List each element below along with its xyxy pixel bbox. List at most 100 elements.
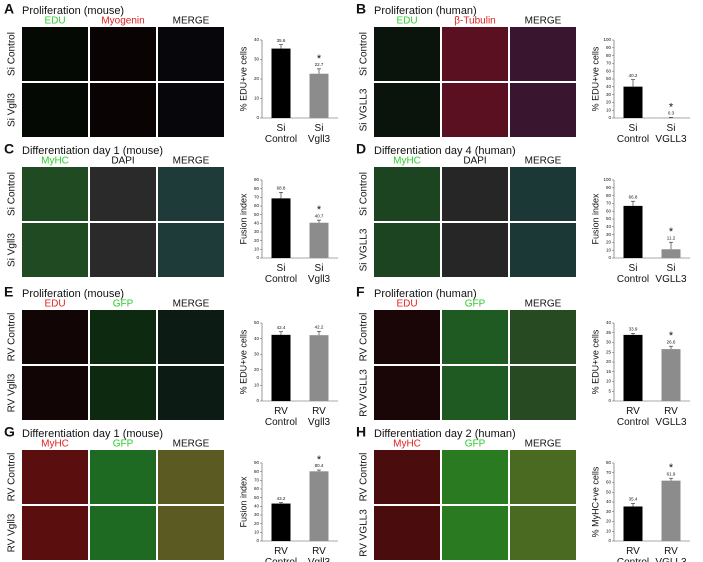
micrograph (442, 223, 508, 277)
image-column-label: MERGE (173, 156, 210, 167)
panel-letter: G (4, 424, 15, 440)
micrograph (510, 366, 576, 420)
panel-letter: D (356, 141, 366, 157)
image-column-label: MERGE (525, 156, 562, 167)
y-tick-label: 80 (606, 53, 612, 58)
image-row-label: Si Control (7, 172, 18, 216)
y-tick-label: 10 (606, 379, 612, 384)
y-tick-label: 20 (254, 521, 260, 526)
image-column-label: MyHC (41, 439, 69, 450)
micrograph (158, 450, 224, 504)
y-tick-label: 0 (256, 255, 259, 260)
image-column-label: EDU (396, 16, 417, 27)
micrograph (510, 223, 576, 277)
y-tick-label: 70 (606, 201, 612, 206)
micrograph (158, 167, 224, 221)
image-row-label: RV Control (7, 313, 18, 362)
micrograph (374, 167, 440, 221)
y-tick-label: 0 (256, 538, 259, 543)
y-tick-label: 50 (254, 320, 260, 325)
y-tick-label: 30 (254, 512, 260, 517)
micrograph (510, 310, 576, 364)
panel-letter: E (4, 284, 13, 300)
image-column-label: MERGE (173, 16, 210, 27)
image-row-label: RV Vgll3 (7, 373, 18, 412)
value-label: 40.7 (315, 213, 324, 218)
micrograph (442, 167, 508, 221)
y-tick-label: 10 (606, 528, 612, 533)
y-tick-label: 10 (254, 96, 260, 101)
image-row-label: RV VGLL3 (359, 369, 370, 417)
panel-title: Differentiation day 1 (mouse) (22, 428, 163, 440)
image-row-label: Si VGLL3 (359, 88, 370, 131)
image-column-label: GFP (113, 299, 134, 310)
y-tick-label: 100 (603, 37, 611, 42)
y-tick-label: 30 (606, 232, 612, 237)
micrograph (442, 366, 508, 420)
y-tick-label: 20 (606, 519, 612, 524)
micrograph (510, 27, 576, 81)
significance-star: * (669, 101, 674, 113)
significance-star: * (317, 204, 322, 216)
micrograph (90, 366, 156, 420)
value-label: 68.8 (277, 185, 286, 190)
micrograph (374, 366, 440, 420)
value-label: 22.7 (315, 62, 324, 67)
y-tick-label: 80 (606, 193, 612, 198)
micrograph (90, 27, 156, 81)
micrograph (374, 450, 440, 504)
micrograph (374, 506, 440, 560)
panel-title: Proliferation (mouse) (22, 5, 124, 17)
micrograph (22, 506, 88, 560)
micrograph (442, 450, 508, 504)
bar (623, 86, 643, 118)
significance-star: * (669, 330, 674, 342)
image-column-label: DAPI (111, 156, 134, 167)
micrograph (374, 223, 440, 277)
y-tick-label: 40 (606, 84, 612, 89)
micrograph (374, 310, 440, 364)
y-axis-label: % EDU+ve cells (590, 46, 600, 111)
image-column-label: MyHC (41, 156, 69, 167)
y-axis-label: Fusion index (238, 476, 248, 528)
bar (661, 249, 681, 258)
micrograph (22, 223, 88, 277)
y-tick-label: 40 (254, 221, 260, 226)
bar (309, 73, 329, 118)
bar (661, 480, 681, 541)
y-tick-label: 70 (254, 195, 260, 200)
x-tick-label: Si VGLL3 (655, 263, 687, 285)
value-label: 66.8 (629, 194, 638, 199)
micrograph (442, 83, 508, 137)
y-tick-label: 40 (606, 499, 612, 504)
panel-letter: C (4, 141, 14, 157)
image-column-label: Myogenin (101, 16, 144, 27)
x-tick-label: Si Vgll3 (308, 263, 331, 285)
y-tick-label: 0 (256, 398, 259, 403)
y-tick-label: 30 (606, 340, 612, 345)
value-label: 43.2 (277, 496, 286, 501)
y-tick-label: 30 (254, 57, 260, 62)
image-row-label: Si Control (359, 32, 370, 76)
image-row-label: Si Vgll3 (7, 93, 18, 127)
y-tick-label: 90 (606, 185, 612, 190)
micrograph (158, 366, 224, 420)
x-tick-label: Si Control (265, 263, 297, 285)
y-tick-label: 60 (606, 68, 612, 73)
panel-title: Proliferation (human) (374, 5, 477, 17)
micrograph (158, 506, 224, 560)
y-tick-label: 60 (254, 203, 260, 208)
y-tick-label: 0 (608, 255, 611, 260)
y-axis-label: % EDU+ve cells (238, 46, 248, 111)
bar (623, 205, 643, 258)
micrograph (90, 167, 156, 221)
micrograph (22, 27, 88, 81)
value-label: 35.6 (277, 38, 286, 43)
micrograph (374, 27, 440, 81)
micrograph (442, 310, 508, 364)
y-axis-label: Fusion index (590, 193, 600, 245)
